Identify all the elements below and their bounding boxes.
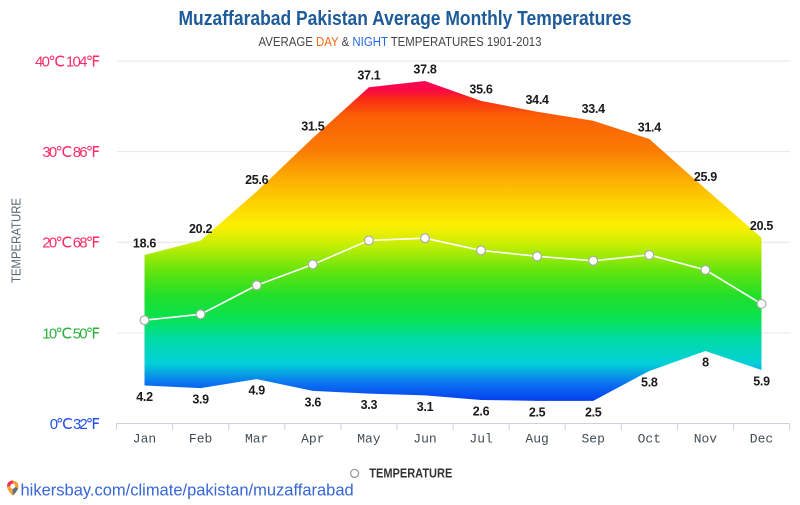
svg-text:Jun: Jun: [413, 432, 436, 447]
svg-text:Mar: Mar: [245, 432, 268, 447]
svg-text:Jul: Jul: [469, 432, 493, 447]
svg-text:33.4: 33.4: [582, 102, 605, 116]
svg-text:18.6: 18.6: [133, 236, 156, 250]
svg-text:TEMPERATURE: TEMPERATURE: [369, 466, 452, 481]
svg-text:3.6: 3.6: [305, 395, 322, 409]
svg-text:20.5: 20.5: [750, 219, 773, 233]
svg-text:Feb: Feb: [189, 432, 212, 447]
svg-text:Aug: Aug: [525, 432, 548, 447]
svg-text:TEMPERATURE: TEMPERATURE: [10, 198, 24, 283]
svg-text:5.8: 5.8: [641, 375, 658, 389]
svg-text:Nov: Nov: [694, 432, 718, 447]
svg-text:Oct: Oct: [638, 432, 661, 447]
svg-text:8: 8: [702, 356, 709, 370]
svg-text:34.4: 34.4: [526, 93, 549, 107]
svg-text:3.9: 3.9: [192, 393, 209, 407]
svg-text:May: May: [357, 432, 381, 447]
svg-text:3.3: 3.3: [361, 398, 378, 412]
svg-text:2.6: 2.6: [473, 404, 490, 418]
svg-text:25.9: 25.9: [694, 170, 717, 184]
svg-text:Jan: Jan: [133, 432, 156, 447]
svg-text:0℃ 32℉: 0℃ 32℉: [50, 416, 100, 433]
svg-text:hikersbay.com/climate/pakistan: hikersbay.com/climate/pakistan/muzaffara…: [21, 482, 354, 500]
svg-text:37.8: 37.8: [413, 62, 436, 76]
svg-text:4.9: 4.9: [248, 384, 265, 398]
svg-text:Sep: Sep: [581, 432, 604, 447]
svg-text:4.2: 4.2: [136, 390, 153, 404]
svg-text:3.1: 3.1: [417, 400, 434, 414]
svg-text:20℃ 68℉: 20℃ 68℉: [42, 235, 100, 252]
svg-text:35.6: 35.6: [469, 82, 492, 96]
svg-text:Apr: Apr: [301, 432, 324, 447]
svg-text:31.5: 31.5: [301, 119, 324, 133]
svg-text:30℃ 86℉: 30℃ 86℉: [42, 144, 100, 161]
svg-text:31.4: 31.4: [638, 120, 661, 134]
svg-text:Dec: Dec: [750, 432, 773, 447]
svg-text:Muzaffarabad Pakistan Average: Muzaffarabad Pakistan Average Monthly Te…: [179, 8, 632, 30]
svg-text:25.6: 25.6: [245, 173, 268, 187]
svg-text:37.1: 37.1: [357, 69, 380, 83]
svg-text:5.9: 5.9: [753, 375, 770, 389]
svg-text:20.2: 20.2: [189, 222, 212, 236]
svg-text:2.5: 2.5: [529, 405, 546, 419]
svg-text:10℃ 50℉: 10℃ 50℉: [42, 325, 100, 342]
svg-text:40℃ 104℉: 40℃ 104℉: [35, 53, 100, 70]
svg-text:AVERAGE DAY & NIGHT TEMPERATUR: AVERAGE DAY & NIGHT TEMPERATURES 1901-20…: [259, 34, 542, 49]
svg-text:2.5: 2.5: [585, 405, 602, 419]
